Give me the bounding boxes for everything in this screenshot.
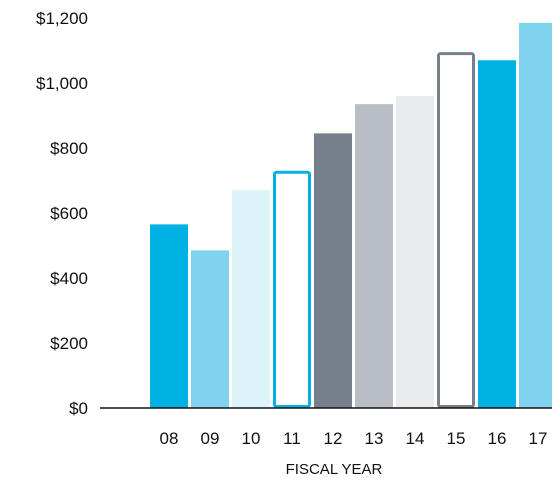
bar-17 <box>519 22 552 408</box>
bar-11 <box>273 170 311 408</box>
x-tick-label: 09 <box>201 429 220 448</box>
y-tick-label: $200 <box>50 334 88 353</box>
bar-09 <box>191 250 229 408</box>
bar-16 <box>478 60 516 408</box>
bar-13 <box>355 104 393 408</box>
bar-12 <box>314 133 352 408</box>
y-tick-label: $400 <box>50 269 88 288</box>
x-tick-label: 15 <box>447 429 466 448</box>
x-tick-label: 13 <box>365 429 384 448</box>
y-tick-label: $1,000 <box>36 74 88 93</box>
bar-10 <box>232 190 270 408</box>
x-tick-label: 17 <box>529 429 548 448</box>
y-tick-label: $800 <box>50 139 88 158</box>
x-tick-label: 14 <box>406 429 425 448</box>
x-axis-title: FISCAL YEAR <box>286 461 383 478</box>
y-tick-label: $0 <box>69 399 88 418</box>
bar-08 <box>150 224 188 408</box>
x-tick-label: 12 <box>324 429 343 448</box>
bar-15 <box>437 52 475 408</box>
bar-14 <box>396 96 434 408</box>
y-tick-label: $1,200 <box>36 9 88 28</box>
y-tick-labels: $0 $200 $400 $600 $800 $1,000 $1,200 <box>36 9 88 418</box>
x-tick-label: 08 <box>160 429 179 448</box>
x-tick-label: 16 <box>488 429 507 448</box>
x-tick-label: 11 <box>283 429 301 448</box>
x-tick-label: 10 <box>242 429 261 448</box>
bars-group <box>150 22 552 408</box>
y-tick-label: $600 <box>50 204 88 223</box>
x-tick-labels: 08 09 10 11 12 13 14 15 16 17 <box>160 429 548 448</box>
